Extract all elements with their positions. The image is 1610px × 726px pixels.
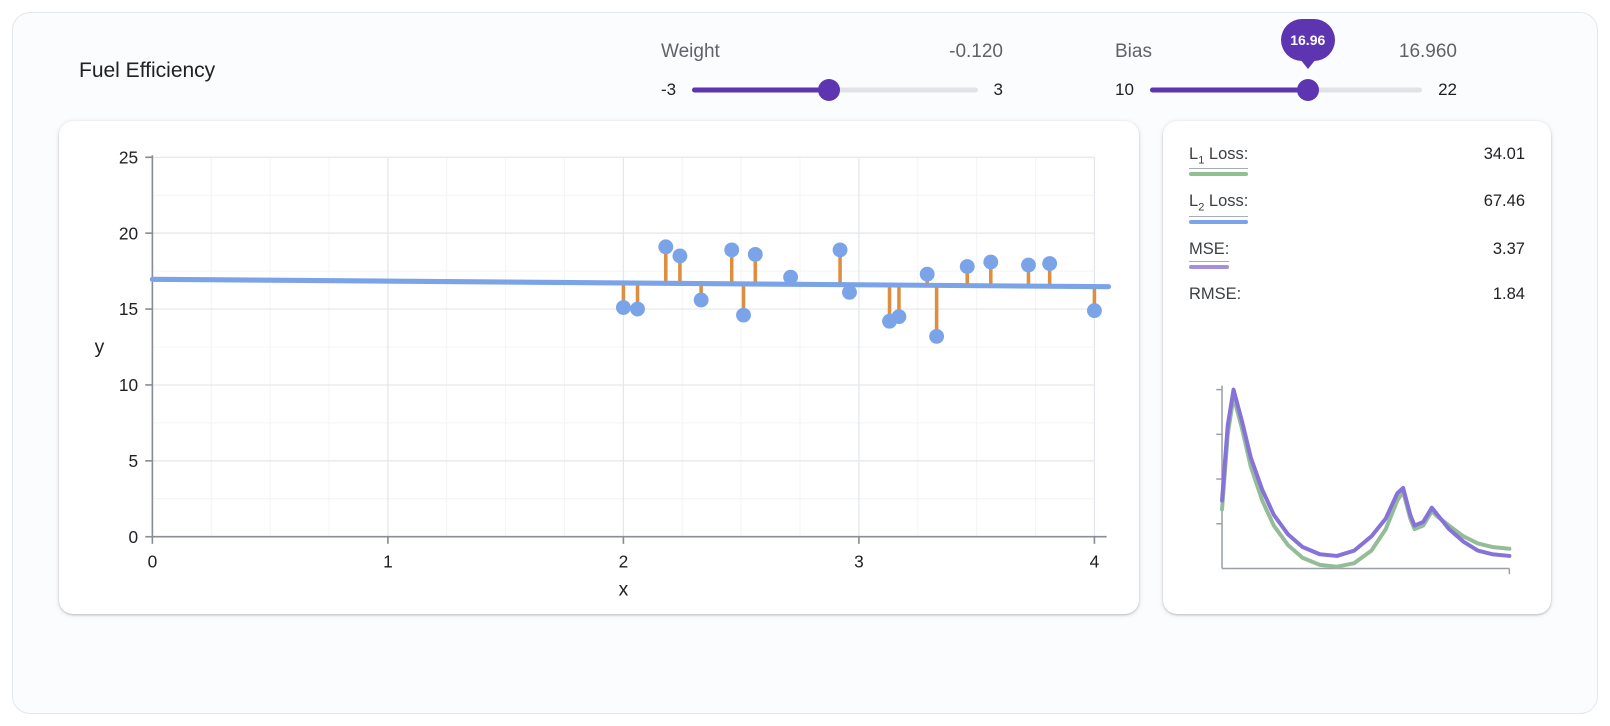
svg-text:15: 15 — [119, 299, 138, 319]
metric-row: MSE: 3.37 — [1189, 240, 1525, 269]
metric-value: 34.01 — [1483, 145, 1525, 163]
metric-value: 67.46 — [1483, 192, 1525, 211]
metric-row: L1 Loss: 34.01 — [1189, 145, 1525, 177]
metric-value: 3.37 — [1492, 239, 1525, 258]
loss-panel: L1 Loss: 34.01 L2 Loss: 67.46 MSE: 3.37 RMSE: 1… — [1163, 121, 1551, 614]
svg-text:0: 0 — [148, 551, 158, 571]
svg-text:1: 1 — [383, 551, 393, 571]
bias-control: Bias 16.960 10 16.96 22 — [1115, 19, 1457, 101]
regression-chart: 0 1 2 3 4 0 5 10 15 20 25 y x — [95, 147, 1112, 601]
weight-slider-row: -3 3 — [661, 79, 1003, 101]
svg-text:4: 4 — [1090, 551, 1100, 571]
content: 0 1 2 3 4 0 5 10 15 20 25 y x L1 Loss: 34.01 L2 Loss: 6… — [13, 121, 1597, 654]
weight-min-label: -3 — [661, 80, 677, 99]
svg-text:0: 0 — [129, 527, 139, 547]
bias-value: 16.960 — [1398, 41, 1457, 62]
weight-max-label: 3 — [993, 80, 1003, 99]
bias-max-label: 22 — [1438, 80, 1457, 99]
metric-term: RMSE: — [1189, 284, 1242, 303]
svg-text:3: 3 — [854, 551, 864, 571]
header: Fuel Efficiency Weight -0.120 -3 3 — [13, 13, 1597, 121]
weight-slider[interactable] — [692, 79, 978, 101]
svg-text:10: 10 — [119, 375, 138, 395]
metric-term: MSE: — [1189, 240, 1230, 269]
bias-value-tooltip: 16.96 — [1280, 19, 1335, 61]
weight-value: -0.120 — [949, 41, 1003, 62]
bias-min-label: 10 — [1115, 80, 1134, 99]
weight-slider-fill — [692, 87, 830, 93]
parameter-controls: Weight -0.120 -3 3 Bias 16.960 — [661, 19, 1457, 101]
metric-term: L2 Loss: — [1189, 192, 1249, 224]
loss-metrics: L1 Loss: 34.01 L2 Loss: 67.46 MSE: 3.37 RMSE: 1… — [1189, 145, 1525, 322]
weight-slider-thumb[interactable] — [818, 79, 841, 101]
app-container: Fuel Efficiency Weight -0.120 -3 3 — [12, 12, 1598, 714]
svg-text:y: y — [95, 337, 105, 358]
metric-legend-bar — [1189, 219, 1249, 224]
page-title: Fuel Efficiency — [79, 59, 216, 82]
metric-row: L2 Loss: 67.46 — [1189, 192, 1525, 224]
bias-slider[interactable]: 16.96 — [1149, 19, 1423, 101]
svg-text:2: 2 — [619, 551, 629, 571]
bias-slider-fill — [1149, 87, 1308, 93]
metric-legend-bar — [1189, 264, 1230, 269]
bias-label: Bias — [1115, 41, 1152, 62]
loss-curve-chart — [1216, 385, 1512, 575]
svg-text:5: 5 — [129, 451, 139, 471]
svg-text:x: x — [619, 580, 629, 601]
metric-legend-bar — [1189, 172, 1249, 177]
weight-label: Weight — [661, 41, 720, 62]
loss-curve-wrap — [1189, 382, 1525, 594]
metric-row: RMSE: 1.84 — [1189, 285, 1525, 306]
weight-control: Weight -0.120 -3 3 — [661, 41, 1003, 101]
svg-text:20: 20 — [119, 223, 138, 243]
bias-slider-thumb[interactable] — [1296, 79, 1319, 101]
svg-text:25: 25 — [119, 147, 138, 167]
metric-term: L1 Loss: — [1189, 145, 1249, 177]
metric-value: 1.84 — [1492, 284, 1525, 303]
regression-chart-card: 0 1 2 3 4 0 5 10 15 20 25 y x — [59, 121, 1139, 614]
weight-control-header: Weight -0.120 — [661, 41, 1003, 63]
bias-control-header: Bias 16.960 — [1115, 41, 1457, 63]
bias-slider-row: 10 16.96 22 — [1115, 19, 1457, 101]
